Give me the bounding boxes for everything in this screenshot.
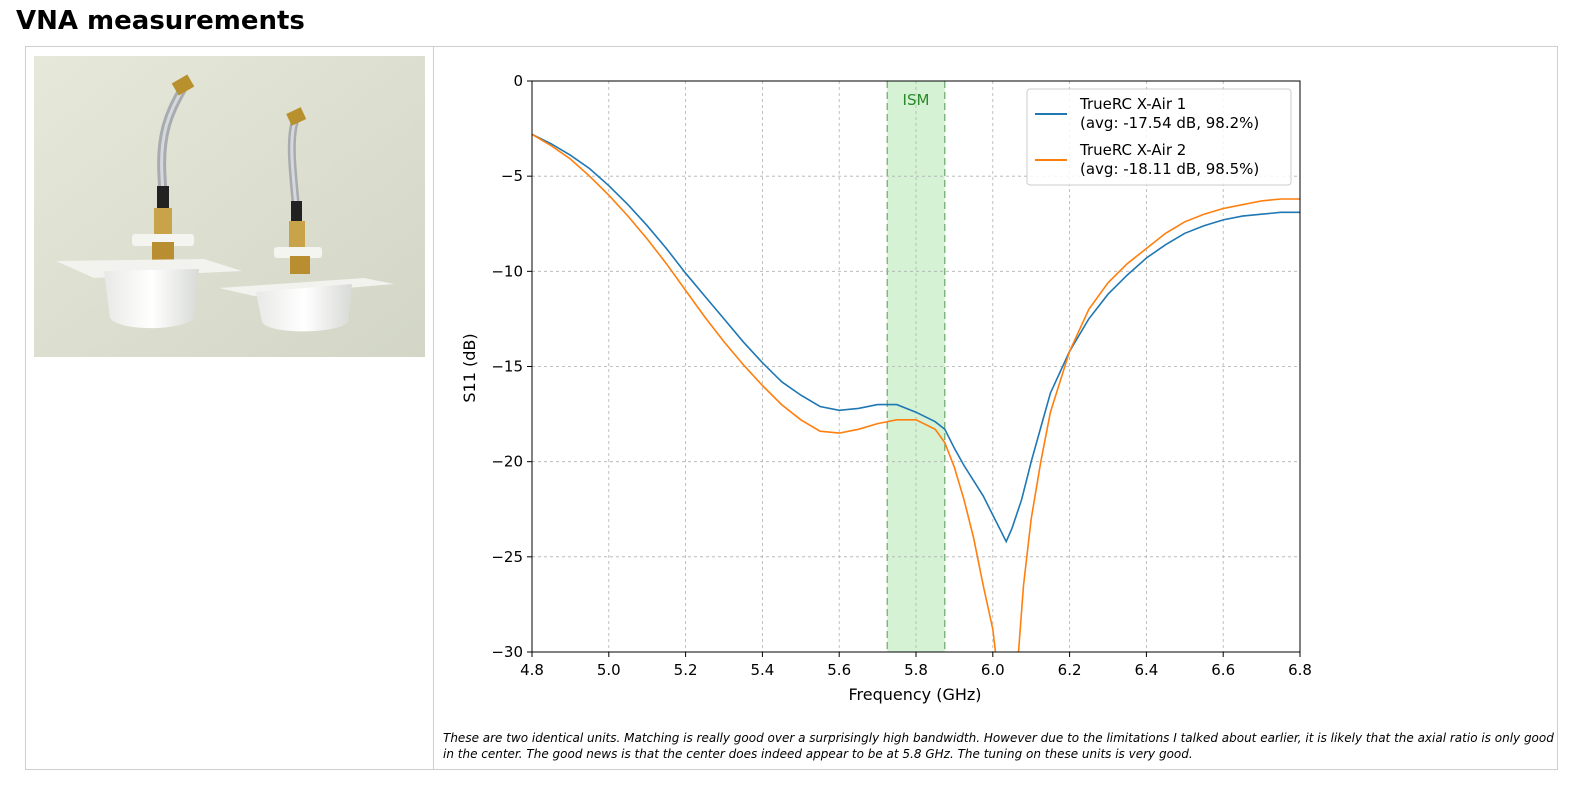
series-line-2	[532, 133, 1300, 652]
x-tick-label: 6.4	[1134, 661, 1158, 679]
legend: TrueRC X-Air 1(avg: -17.54 dB, 98.2%) Tru…	[1026, 88, 1292, 186]
y-tick-label: −15	[491, 358, 523, 376]
legend-label-1: TrueRC X-Air 1	[1079, 95, 1186, 113]
y-axis-label: S11 (dB)	[460, 333, 479, 402]
page-heading: VNA measurements	[16, 6, 305, 36]
legend-box	[1026, 88, 1292, 186]
legend-stats-1: (avg: -17.54 dB, 98.2%)	[1080, 114, 1259, 132]
x-tick-label: 6.2	[1058, 661, 1082, 679]
y-tick-label: −5	[501, 167, 523, 185]
legend-label-2: TrueRC X-Air 2	[1079, 141, 1186, 159]
series-line-1	[532, 133, 1300, 544]
y-tick-label: −25	[491, 548, 523, 566]
y-tick-label: 0	[513, 72, 523, 90]
y-tick-label: −20	[491, 453, 523, 471]
y-tick-label: −30	[491, 643, 523, 661]
s11-chart: S11 (dB) Frequency (GHz) ISM 4.8 5.0 5.2 5.4…	[460, 72, 1312, 704]
x-tick-label: 6.0	[981, 661, 1005, 679]
x-tick-label: 6.8	[1288, 661, 1312, 679]
ism-band-label: ISM	[903, 91, 930, 109]
x-tick-label: 6.6	[1211, 661, 1235, 679]
legend-stats-2: (avg: -18.11 dB, 98.5%)	[1080, 160, 1259, 178]
figure-caption: These are two identical units. Matching …	[443, 731, 1554, 761]
antenna-photo	[34, 56, 425, 357]
x-tick-label: 5.2	[674, 661, 698, 679]
x-axis-label: Frequency (GHz)	[848, 685, 981, 704]
content-table	[25, 46, 1558, 770]
y-tick-label: −10	[491, 262, 523, 280]
x-tick-label: 5.0	[597, 661, 621, 679]
table-column-divider	[433, 46, 434, 770]
x-tick-label: 5.8	[904, 661, 928, 679]
x-tick-label: 5.6	[827, 661, 851, 679]
x-tick-label: 5.4	[750, 661, 774, 679]
x-tick-label: 4.8	[520, 661, 544, 679]
